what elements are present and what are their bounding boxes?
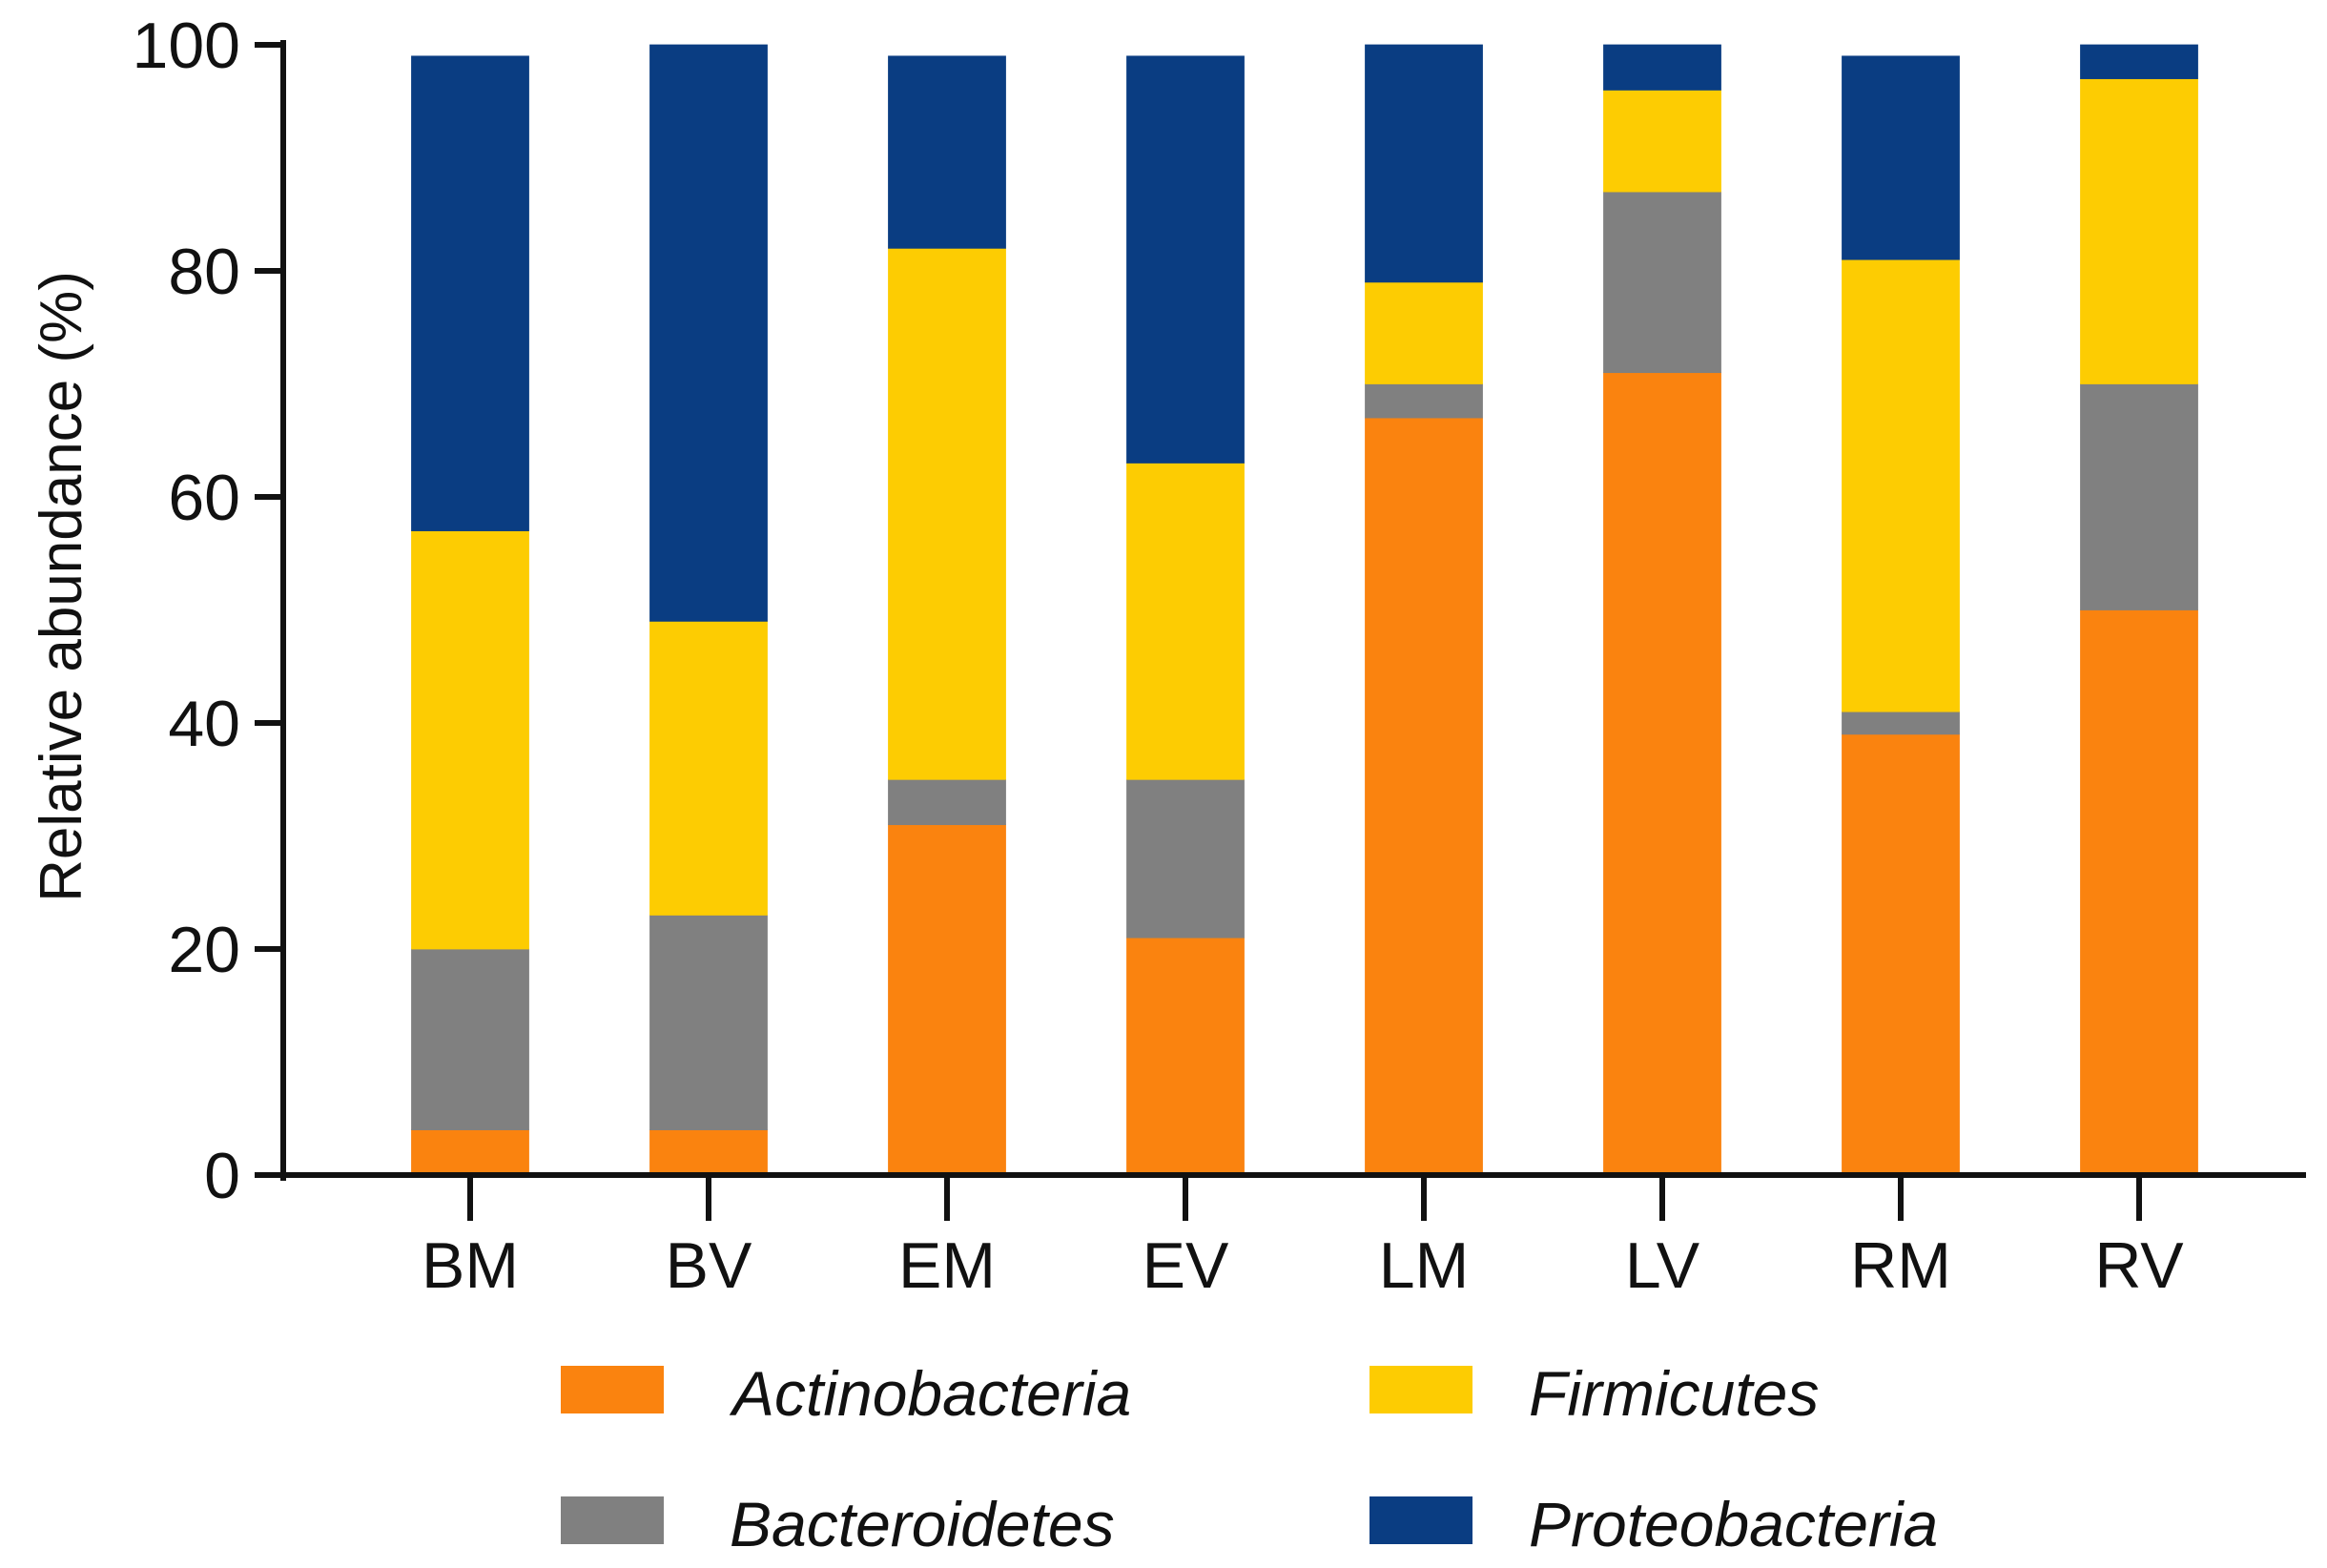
x-tick-label-em: EM bbox=[898, 1229, 996, 1302]
legend-label-proteobacteria: Proteobacteria bbox=[1529, 1489, 1938, 1559]
bar-bm-firmicutes bbox=[411, 530, 529, 950]
bar-rm-actinobacteria bbox=[1842, 733, 1960, 1176]
x-tick-label-ev: EV bbox=[1143, 1229, 1229, 1302]
x-tick-label-rv: RV bbox=[2094, 1229, 2184, 1302]
bar-bv-firmicutes bbox=[649, 620, 768, 916]
bar-bv-bacteroidetes bbox=[649, 915, 768, 1131]
bar-bm-bacteroidetes bbox=[411, 948, 529, 1131]
legend-label-firmicutes: Firmicutes bbox=[1529, 1358, 1819, 1429]
bar-rm-proteobacteria bbox=[1842, 55, 1960, 260]
bar-lm-firmicutes bbox=[1365, 281, 1483, 384]
bar-lm-proteobacteria bbox=[1365, 44, 1483, 283]
legend: Actinobacteria Firmicutes Bacteroidetes Pro… bbox=[561, 1358, 1938, 1559]
bar-ev-firmicutes bbox=[1126, 463, 1245, 780]
x-tick-label-bm: BM bbox=[422, 1229, 519, 1302]
bar-lv-firmicutes bbox=[1603, 90, 1721, 193]
bar-lv-actinobacteria bbox=[1603, 372, 1721, 1176]
bar-bv-actinobacteria bbox=[649, 1129, 768, 1176]
legend-swatch-actinobacteria bbox=[561, 1366, 664, 1413]
bar-bv-proteobacteria bbox=[649, 44, 768, 622]
y-tick-label: 40 bbox=[168, 688, 240, 760]
legend-label-bacteroidetes: Bacteroidetes bbox=[730, 1489, 1115, 1559]
bar-lv-proteobacteria bbox=[1603, 44, 1721, 91]
bar-lm-actinobacteria bbox=[1365, 417, 1483, 1176]
bar-em-firmicutes bbox=[888, 247, 1006, 780]
x-tick-label-bv: BV bbox=[666, 1229, 752, 1302]
legend-swatch-bacteroidetes bbox=[561, 1496, 664, 1544]
bar-em-bacteroidetes bbox=[888, 778, 1006, 826]
y-axis-title: Relative abundance (%) bbox=[29, 271, 94, 902]
bar-em-proteobacteria bbox=[888, 55, 1006, 249]
y-axis-ticks: 0 20 40 60 80 100 bbox=[133, 10, 283, 1212]
legend-swatch-proteobacteria bbox=[1369, 1496, 1472, 1544]
axes bbox=[280, 40, 2306, 1181]
y-tick-label: 100 bbox=[133, 10, 240, 82]
bar-ev-bacteroidetes bbox=[1126, 778, 1245, 939]
bar-rv-firmicutes bbox=[2080, 78, 2198, 384]
legend-label-actinobacteria: Actinobacteria bbox=[729, 1358, 1131, 1429]
x-tick-label-rm: RM bbox=[1850, 1229, 1951, 1302]
y-tick-label: 80 bbox=[168, 236, 240, 308]
bar-segments bbox=[411, 44, 2198, 1176]
x-tick-label-lm: LM bbox=[1379, 1229, 1469, 1302]
bar-lv-bacteroidetes bbox=[1603, 191, 1721, 374]
bar-bm-proteobacteria bbox=[411, 55, 529, 531]
x-axis-ticks: BM BV EM EV LM LV RM RV bbox=[422, 1175, 2184, 1302]
bar-em-actinobacteria bbox=[888, 824, 1006, 1176]
bar-rv-actinobacteria bbox=[2080, 609, 2198, 1176]
bar-ev-proteobacteria bbox=[1126, 55, 1245, 464]
legend-swatch-firmicutes bbox=[1369, 1366, 1472, 1413]
bar-lm-bacteroidetes bbox=[1365, 383, 1483, 419]
bar-ev-actinobacteria bbox=[1126, 937, 1245, 1176]
y-tick-label: 60 bbox=[168, 462, 240, 534]
bar-rm-bacteroidetes bbox=[1842, 711, 1960, 735]
bar-rv-proteobacteria bbox=[2080, 44, 2198, 79]
y-tick-label: 0 bbox=[204, 1140, 240, 1212]
bar-rv-bacteroidetes bbox=[2080, 383, 2198, 610]
bar-bm-actinobacteria bbox=[411, 1129, 529, 1176]
y-tick-label: 20 bbox=[168, 914, 240, 986]
bar-rm-firmicutes bbox=[1842, 258, 1960, 712]
x-tick-label-lv: LV bbox=[1625, 1229, 1700, 1302]
